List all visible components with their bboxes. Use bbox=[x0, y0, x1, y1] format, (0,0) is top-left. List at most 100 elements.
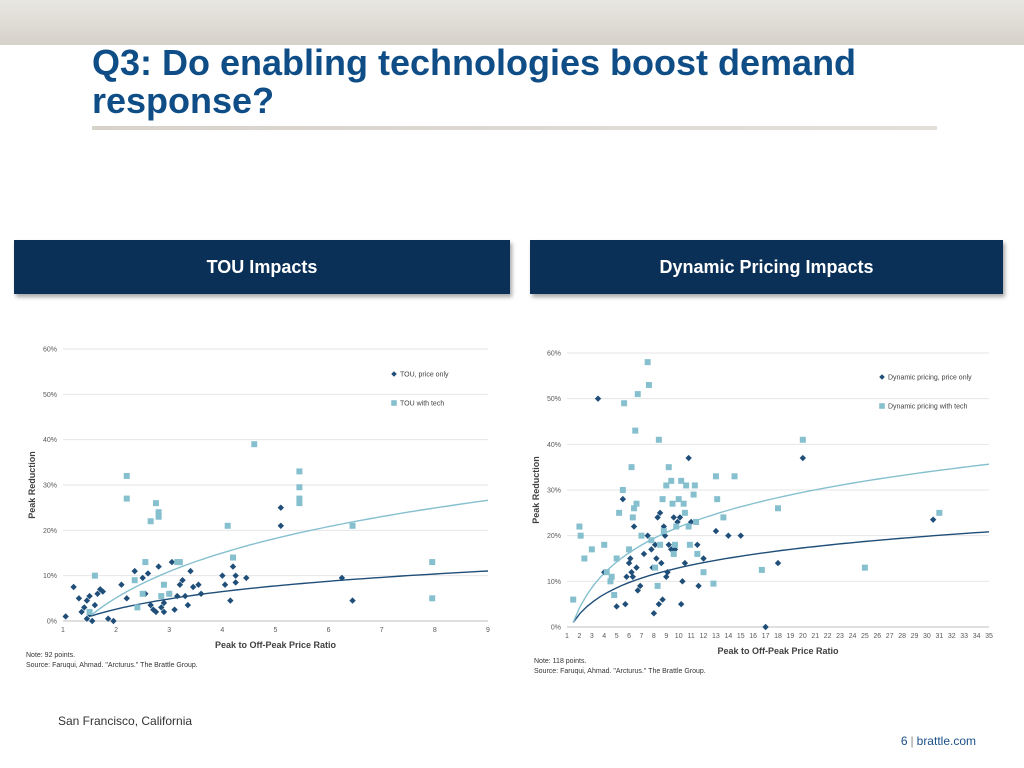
data-point-with-tech bbox=[296, 495, 303, 502]
x-tick-label: 8 bbox=[652, 633, 656, 640]
x-tick-label: 2 bbox=[114, 627, 118, 634]
data-point-price-only bbox=[91, 601, 99, 609]
data-point-price-only bbox=[75, 595, 83, 602]
chart-source: Source: Faruqui, Ahmad. "Arcturus." The … bbox=[26, 662, 198, 669]
data-point-with-tech bbox=[680, 500, 687, 507]
data-point-with-tech bbox=[758, 566, 765, 573]
data-point-price-only bbox=[70, 583, 77, 591]
data-point-with-tech bbox=[147, 518, 154, 525]
data-point-price-only bbox=[648, 546, 655, 553]
data-point-with-tech bbox=[349, 522, 356, 529]
data-point-price-only bbox=[176, 581, 184, 588]
data-point-price-only bbox=[737, 532, 744, 539]
data-point-with-tech bbox=[626, 546, 633, 553]
x-tick-label: 33 bbox=[960, 633, 968, 640]
x-tick-label: 19 bbox=[787, 633, 795, 640]
data-point-with-tech bbox=[160, 581, 167, 588]
data-point-with-tech bbox=[690, 491, 697, 498]
data-point-price-only bbox=[799, 454, 807, 462]
data-point-price-only bbox=[625, 559, 633, 567]
y-tick-label: 10% bbox=[547, 579, 561, 586]
data-point-price-only bbox=[700, 555, 707, 562]
data-point-with-tech bbox=[638, 532, 645, 539]
y-tick-label: 40% bbox=[547, 442, 561, 449]
data-point-with-tech bbox=[123, 495, 130, 502]
x-tick-label: 28 bbox=[898, 633, 906, 640]
data-point-price-only bbox=[187, 567, 194, 575]
y-tick-label: 50% bbox=[547, 396, 561, 403]
data-point-price-only bbox=[653, 555, 660, 562]
x-tick-label: 7 bbox=[380, 627, 384, 634]
data-point-price-only bbox=[594, 395, 602, 402]
data-point-with-tech bbox=[296, 500, 303, 507]
data-point-with-tech bbox=[629, 514, 636, 521]
x-tick-label: 14 bbox=[724, 633, 732, 640]
site-link[interactable]: brattle.com bbox=[916, 734, 976, 748]
footer-location: San Francisco, California bbox=[58, 714, 193, 728]
x-tick-label: 3 bbox=[590, 633, 594, 640]
data-point-with-tech bbox=[131, 577, 138, 584]
legend-label: Dynamic pricing, price only bbox=[888, 375, 972, 382]
data-point-with-tech bbox=[577, 532, 584, 539]
y-tick-label: 10% bbox=[43, 573, 57, 580]
legend-label: Dynamic pricing with tech bbox=[888, 404, 967, 411]
data-point-with-tech bbox=[570, 596, 577, 603]
data-point-price-only bbox=[227, 597, 234, 604]
data-point-with-tech bbox=[645, 381, 652, 388]
data-point-price-only bbox=[171, 606, 178, 613]
panel-header-tou-label: TOU Impacts bbox=[206, 256, 318, 277]
data-point-with-tech bbox=[86, 608, 93, 615]
data-point-with-tech bbox=[603, 569, 610, 576]
x-tick-label: 4 bbox=[220, 627, 224, 634]
x-tick-label: 13 bbox=[712, 633, 720, 640]
data-point-with-tech bbox=[230, 554, 236, 561]
data-point-price-only bbox=[110, 617, 117, 625]
title-divider bbox=[92, 126, 937, 130]
data-point-price-only bbox=[677, 600, 685, 608]
x-tick-label: 31 bbox=[935, 633, 943, 640]
data-point-price-only bbox=[152, 608, 160, 616]
data-point-with-tech bbox=[152, 500, 159, 507]
data-point-price-only bbox=[232, 572, 239, 579]
data-point-with-tech bbox=[691, 482, 698, 489]
data-point-price-only bbox=[634, 587, 641, 594]
x-tick-label: 22 bbox=[824, 633, 832, 640]
data-point-price-only bbox=[725, 532, 732, 539]
x-tick-label: 26 bbox=[873, 633, 881, 640]
data-point-with-tech bbox=[634, 391, 641, 398]
x-tick-label: 9 bbox=[486, 627, 490, 634]
data-point-price-only bbox=[139, 574, 146, 582]
panel-header-dynamic: Dynamic Pricing Impacts bbox=[530, 240, 1003, 294]
tou-chart-svg: 0% 10% 20% 30% 40% 50% 60% 1 2 3 4 5 6 7 8 9 Peak to Off… bbox=[26, 347, 490, 670]
x-tick-label: 21 bbox=[811, 633, 819, 640]
page-number: 6 bbox=[900, 734, 908, 748]
x-tick-label: 30 bbox=[923, 633, 931, 640]
data-point-with-tech bbox=[712, 473, 719, 480]
legend-marker bbox=[391, 400, 397, 406]
data-point-price-only bbox=[221, 581, 229, 588]
chart-source: Source: Faruqui, Ahmad. "Arcturus." The … bbox=[534, 668, 706, 675]
data-point-with-tech bbox=[139, 590, 146, 597]
data-point-with-tech bbox=[652, 564, 659, 571]
x-tick-label: 6 bbox=[627, 633, 631, 640]
data-point-price-only bbox=[712, 527, 720, 535]
data-point-price-only bbox=[181, 592, 189, 600]
x-tick-label: 4 bbox=[602, 633, 606, 640]
x-tick-label: 1 bbox=[565, 633, 569, 640]
data-point-price-only bbox=[762, 623, 769, 631]
x-tick-label: 6 bbox=[327, 627, 331, 634]
data-point-price-only bbox=[628, 569, 635, 576]
data-point-price-only bbox=[687, 518, 695, 526]
data-point-with-tech bbox=[576, 523, 583, 530]
x-tick-label: 12 bbox=[700, 633, 708, 640]
legend-label: TOU, price only bbox=[400, 372, 449, 379]
legend-marker bbox=[879, 374, 885, 380]
x-tick-label: 29 bbox=[911, 633, 919, 640]
trendline-with-tech bbox=[572, 463, 990, 623]
data-point-with-tech bbox=[685, 523, 692, 530]
data-point-with-tech bbox=[659, 496, 666, 503]
y-tick-label: 30% bbox=[43, 483, 57, 490]
x-tick-label: 18 bbox=[774, 633, 782, 640]
data-point-price-only bbox=[232, 579, 239, 586]
data-point-price-only bbox=[694, 541, 701, 548]
